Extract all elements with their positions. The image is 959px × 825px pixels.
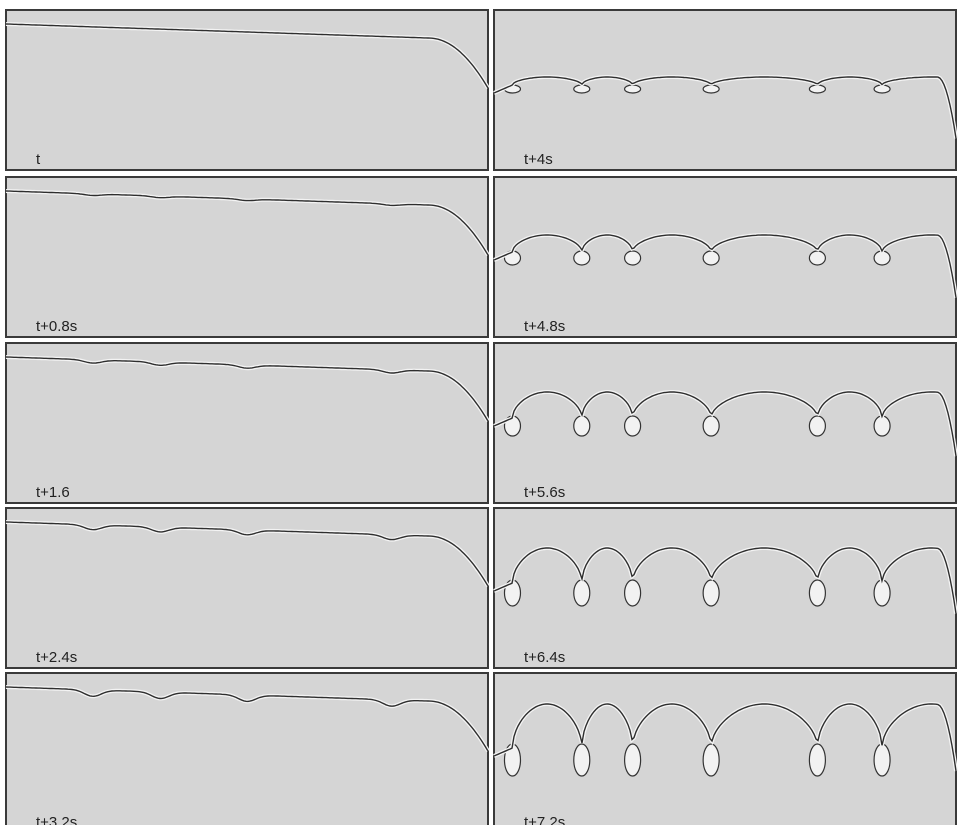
time-label: t+1.6 xyxy=(36,484,70,501)
frame-panel: t+3.2s xyxy=(6,673,488,825)
droplet xyxy=(809,251,825,265)
droplet xyxy=(809,744,825,776)
time-label: t+4s xyxy=(524,151,553,168)
droplet xyxy=(703,251,719,265)
time-label: t+6.4s xyxy=(524,649,565,666)
droplet xyxy=(625,416,641,436)
time-label: t+2.4s xyxy=(36,649,77,666)
droplet xyxy=(574,744,590,776)
panel-background xyxy=(6,508,488,668)
time-label: t+5.6s xyxy=(524,484,565,501)
time-label: t+0.8s xyxy=(36,318,77,335)
droplet xyxy=(703,85,719,93)
frame-panel: t xyxy=(6,10,488,170)
frame-panel: t+5.6s xyxy=(494,343,956,503)
droplet xyxy=(703,416,719,436)
frame-sequence: t t+0.8s t+1.6 t+2.4s t+3.2s t+4s t+4.8s t+5.6s… xyxy=(0,0,959,825)
droplet xyxy=(809,416,825,436)
droplet xyxy=(625,85,641,93)
frame-panel: t+7.2s xyxy=(494,673,956,825)
droplet xyxy=(703,744,719,776)
droplet xyxy=(625,744,641,776)
droplet xyxy=(703,580,719,606)
droplet xyxy=(809,580,825,606)
droplet xyxy=(874,744,890,776)
frame-panel: t+6.4s xyxy=(494,508,956,668)
frame-panel: t+1.6 xyxy=(6,343,488,503)
time-label: t+4.8s xyxy=(524,318,565,335)
panel-background xyxy=(6,673,488,825)
time-label: t+3.2s xyxy=(36,814,77,825)
page: t t+0.8s t+1.6 t+2.4s t+3.2s t+4s t+4.8s t+5.6s… xyxy=(0,0,959,825)
droplet xyxy=(625,580,641,606)
time-label: t+7.2s xyxy=(524,814,565,825)
frame-panel: t+4.8s xyxy=(494,177,956,337)
frame-panel: t+2.4s xyxy=(6,508,488,668)
droplet xyxy=(625,251,641,265)
frame-panel: t+4s xyxy=(494,10,956,170)
droplet xyxy=(809,85,825,93)
frame-panel: t+0.8s xyxy=(6,177,488,337)
